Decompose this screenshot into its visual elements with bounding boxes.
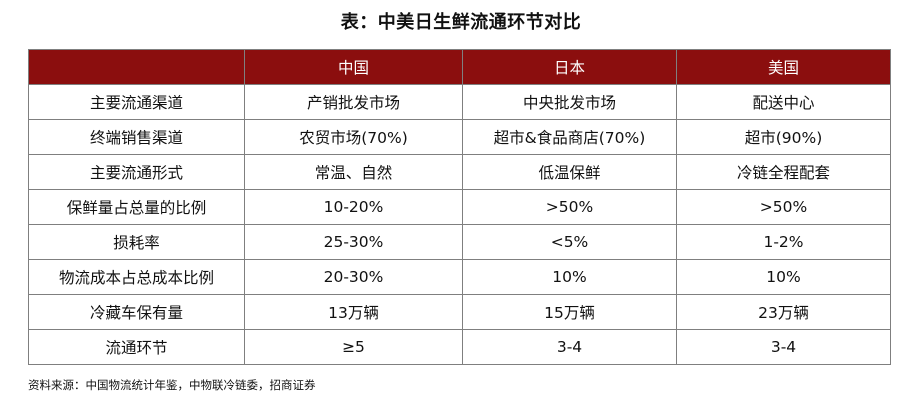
table-cell: 25-30% [244, 224, 463, 260]
table-cell: 农贸市场(70%) [244, 119, 463, 155]
table-row: 主要流通形式 常温、自然 低温保鲜 冷链全程配套 [28, 154, 891, 190]
table-cell: 超市(90%) [676, 119, 891, 155]
table-cell: 20-30% [244, 259, 463, 295]
table-row: 流通环节 ≥5 3-4 3-4 [28, 329, 891, 365]
row-label: 物流成本占总成本比例 [28, 259, 245, 295]
header-cell-blank [28, 49, 245, 85]
table-cell: 冷链全程配套 [676, 154, 891, 190]
table-cell: 3-4 [676, 329, 891, 365]
row-label: 损耗率 [28, 224, 245, 260]
row-label: 终端销售渠道 [28, 119, 245, 155]
table-row: 损耗率 25-30% <5% 1-2% [28, 224, 891, 260]
header-cell-usa: 美国 [676, 49, 891, 85]
header-cell-japan: 日本 [462, 49, 677, 85]
table-cell: 10-20% [244, 189, 463, 225]
row-label: 主要流通形式 [28, 154, 245, 190]
table-cell: 常温、自然 [244, 154, 463, 190]
comparison-table: 中国 日本 美国 主要流通渠道 产销批发市场 中央批发市场 配送中心 终端销售渠… [28, 49, 891, 365]
table-cell: 低温保鲜 [462, 154, 677, 190]
table-cell: ≥5 [244, 329, 463, 365]
table-cell: 15万辆 [462, 294, 677, 330]
table-cell: 10% [462, 259, 677, 295]
row-label: 保鲜量占总量的比例 [28, 189, 245, 225]
table-cell: >50% [676, 189, 891, 225]
header-cell-china: 中国 [244, 49, 463, 85]
table-row: 主要流通渠道 产销批发市场 中央批发市场 配送中心 [28, 84, 891, 120]
table-cell: 超市&食品商店(70%) [462, 119, 677, 155]
table-cell: >50% [462, 189, 677, 225]
header-row: 中国 日本 美国 [28, 49, 891, 85]
table-row: 保鲜量占总量的比例 10-20% >50% >50% [28, 189, 891, 225]
table-cell: 3-4 [462, 329, 677, 365]
table-cell: 10% [676, 259, 891, 295]
table-row: 终端销售渠道 农贸市场(70%) 超市&食品商店(70%) 超市(90%) [28, 119, 891, 155]
table-row: 冷藏车保有量 13万辆 15万辆 23万辆 [28, 294, 891, 330]
row-label: 主要流通渠道 [28, 84, 245, 120]
source-note: 资料来源：中国物流统计年鉴，中物联冷链委，招商证券 [28, 378, 316, 392]
table-cell: 产销批发市场 [244, 84, 463, 120]
table-cell: 配送中心 [676, 84, 891, 120]
table-title: 表：中美日生鲜流通环节对比 [340, 12, 582, 33]
table-cell: 中央批发市场 [462, 84, 677, 120]
table-cell: 23万辆 [676, 294, 891, 330]
table-cell: 1-2% [676, 224, 891, 260]
table-cell: 13万辆 [244, 294, 463, 330]
row-label: 冷藏车保有量 [28, 294, 245, 330]
row-label: 流通环节 [28, 329, 245, 365]
table-cell: <5% [462, 224, 677, 260]
table-row: 物流成本占总成本比例 20-30% 10% 10% [28, 259, 891, 295]
